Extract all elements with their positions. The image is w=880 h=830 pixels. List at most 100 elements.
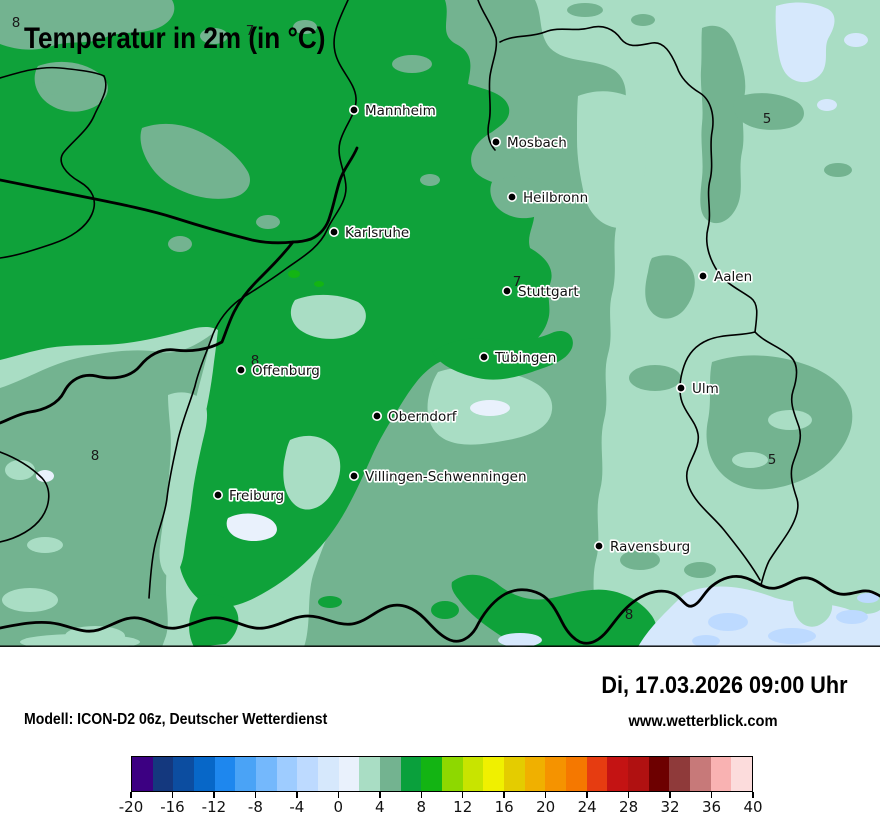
legend-tick [503,792,505,798]
city-dot-icon [348,470,359,481]
station-value-label: 8 [12,15,21,31]
legend-tick-label: -16 [160,798,185,816]
header-band: Temperatur in 2m (in °C) Modell: ICON-D2… [0,22,880,745]
legend-tick-label: -20 [118,798,144,816]
map-region [20,634,140,647]
station-value-label: 8 [251,353,260,369]
legend-tick-label: 32 [660,798,680,816]
legend-tick [379,792,381,798]
legend-tick-label: 28 [619,798,639,816]
map-region [577,91,647,229]
map-region [498,633,542,647]
legend-segment [173,757,195,791]
legend-tick [461,792,464,798]
legend-segment [607,757,629,791]
map-region [768,628,816,644]
legend-tick [669,792,671,798]
city-dot-icon [328,227,339,238]
model-subtitle-text: Modell: ICON-D2 06z, Deutscher Wetterdie… [24,711,328,728]
station-value-label: 7 [513,274,522,290]
legend-segment [380,757,401,791]
country-border-thick [0,146,880,645]
legend-tick-label: 4 [375,798,385,816]
map-region [0,0,175,50]
city-dot-icon [697,270,708,281]
legend-segment [483,757,505,791]
legend-tick [586,792,588,798]
map-region [451,574,658,647]
website-text: www.wetterblick.com [628,713,778,730]
legend-tick-label: 40 [743,798,763,816]
border-line [679,331,761,581]
legend-segment [214,757,236,791]
legend-tick-label: 0 [333,798,344,816]
legend-tick [337,792,340,798]
legend-segment [318,757,339,791]
map-region [27,537,63,553]
legend-tick [544,792,547,798]
datetime-text: Di, 17.03.2026 09:00 Uhr [601,672,848,699]
map-region [364,103,380,113]
city-label: Villingen-Schwenningen [365,469,527,485]
city-dot-icon [593,540,604,551]
legend-tick-label: 36 [701,798,722,816]
city-label: Stuttgart [518,284,579,300]
map-region [684,562,716,578]
legend-tick-label: 16 [494,798,514,816]
station-value-label: 7 [246,23,255,39]
page-title: Temperatur in 2m (in °C) [24,22,370,56]
legend-segment [669,757,691,791]
legend-segment [462,757,484,791]
map-region [631,14,655,26]
map-region [824,163,852,177]
map-region [844,33,868,47]
map-region [490,176,553,219]
city-marker: Karlsruhe [328,223,411,243]
border-line [0,178,295,425]
map-region [288,270,300,278]
map-region [36,470,54,482]
map-region [620,550,660,570]
map-region [168,236,192,252]
map-region [290,294,366,339]
legend-segment [442,757,463,791]
legend-tick [627,792,630,798]
map-region [0,0,552,608]
legend-segment [421,757,443,791]
legend-segment [628,757,649,791]
city-dot-icon [348,105,359,116]
legend-tick [296,792,298,798]
legend-segment [400,757,422,791]
state-border-thin [0,0,802,599]
legend-segment [338,757,360,791]
legend-segment [731,757,753,791]
map-region [567,3,603,17]
legend-tick-label: 24 [577,798,597,816]
map-region [708,613,748,631]
map-region [733,93,804,130]
legend-segment [359,757,381,791]
legend-segment [648,757,670,791]
legend-segment [235,757,257,791]
map-region [645,255,695,319]
map-region [34,61,108,112]
datetime-label: Di, 17.03.2026 09:00 Uhr [558,672,848,700]
legend-segment [566,757,587,791]
city-marker: Ulm [675,379,720,399]
legend-color-bar [131,756,753,792]
legend-segment [545,757,567,791]
map-region [0,334,212,647]
map-region [817,99,837,111]
city-dot-icon [371,410,382,421]
legend-segment [524,757,546,791]
map-region [2,588,58,612]
city-label: Freiburg [229,488,284,504]
station-value-label: 8 [91,448,100,464]
map-region-fills [0,0,880,647]
map-region [432,330,573,380]
city-marker: Aalen [697,267,754,287]
city-marker: Freiburg [213,486,286,506]
city-markers: Mannheim Mosbach Heilbronn Karlsruhe Stuttga… [213,101,754,557]
city-label: Ravensburg [610,539,690,555]
